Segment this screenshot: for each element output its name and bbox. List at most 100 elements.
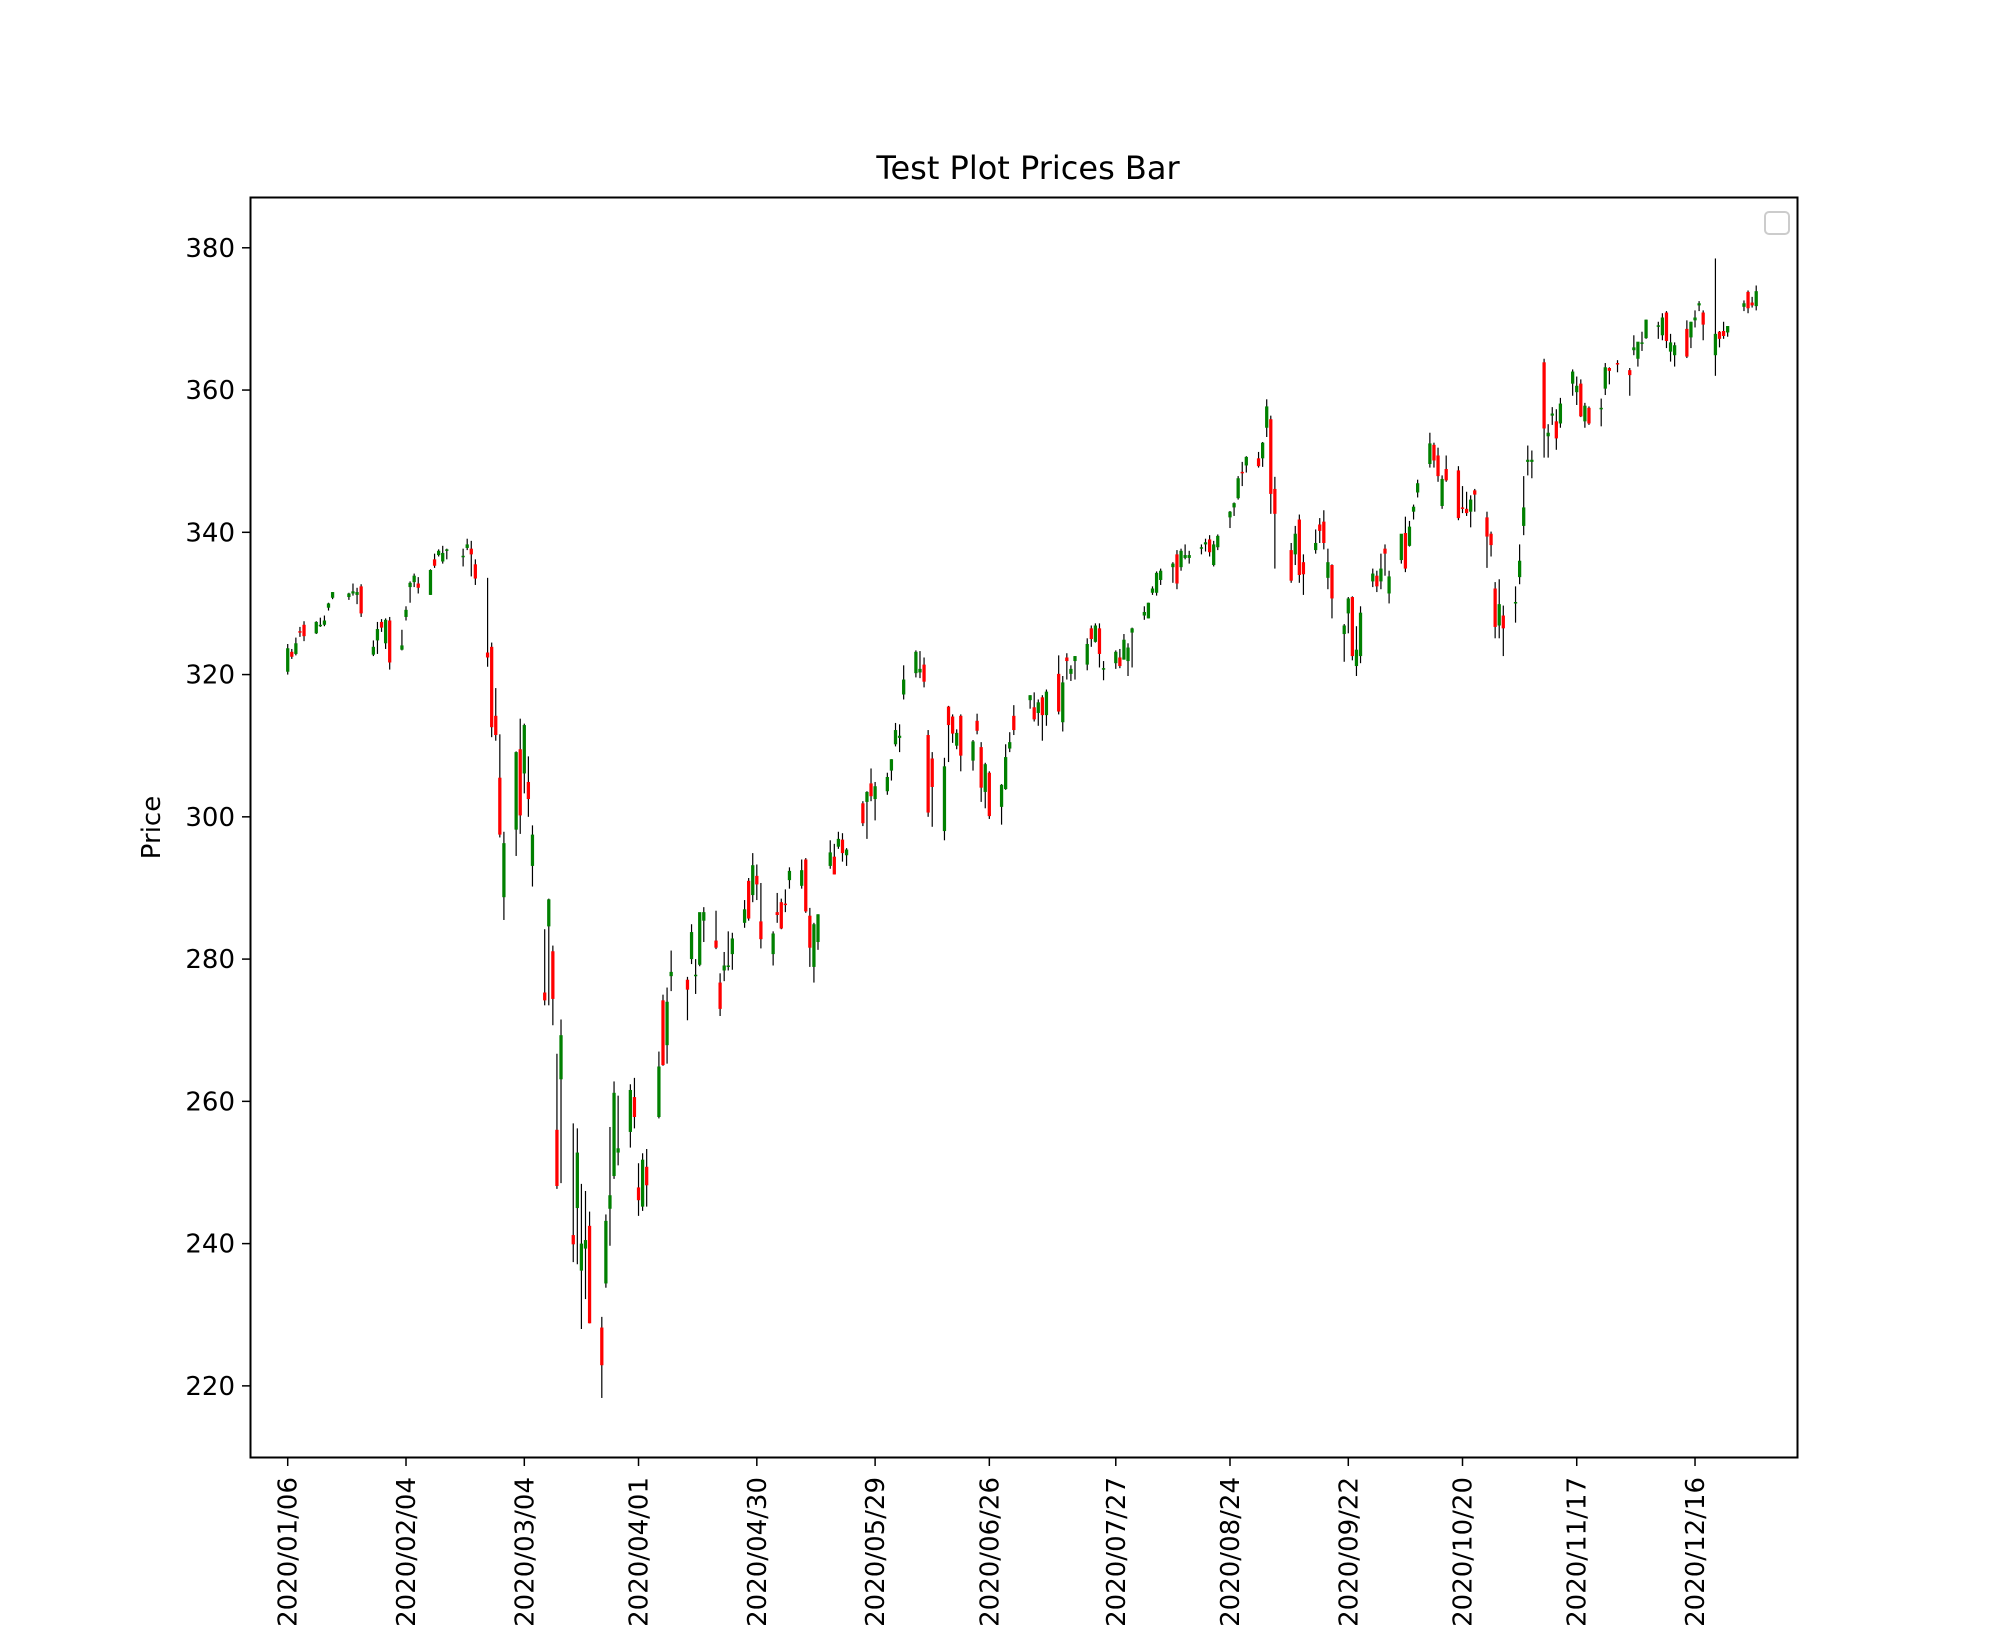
x-tick-label: 2020/04/30 <box>743 1477 773 1627</box>
candle <box>490 642 494 738</box>
candle <box>632 1077 637 1129</box>
candle-body <box>1754 291 1758 307</box>
candle <box>1150 586 1155 595</box>
candle-body <box>669 971 673 977</box>
candle-body <box>685 979 690 990</box>
candle-body <box>730 938 734 955</box>
candle <box>1672 342 1677 367</box>
candle-body <box>1322 521 1326 543</box>
candle <box>726 931 730 971</box>
candle <box>689 924 694 965</box>
candle <box>1701 310 1705 341</box>
candle <box>1628 368 1632 396</box>
candle <box>1416 479 1420 498</box>
candle <box>408 581 412 603</box>
candle <box>1542 358 1546 458</box>
candle <box>1240 461 1244 487</box>
candle-body <box>1346 598 1350 614</box>
candle <box>885 772 889 795</box>
candle-body <box>1469 499 1473 512</box>
candle <box>665 987 669 1064</box>
candle <box>1032 692 1036 722</box>
candle <box>1664 311 1669 349</box>
y-tick-label: 300 <box>185 803 235 833</box>
candle <box>1546 424 1550 458</box>
candle-body <box>1530 459 1534 462</box>
candle <box>1097 623 1102 668</box>
candle-body <box>930 758 934 787</box>
candle <box>873 781 877 821</box>
candle-body <box>1542 362 1546 429</box>
candle-body <box>1212 544 1216 566</box>
candle <box>1554 409 1558 450</box>
candle <box>502 831 506 920</box>
candle <box>865 791 869 839</box>
candle-body <box>1232 503 1236 508</box>
candle-body <box>518 749 522 816</box>
candle-body <box>718 982 722 1009</box>
candle-body <box>1154 572 1159 593</box>
candle-body <box>873 786 877 800</box>
candle-body <box>375 629 380 641</box>
candle-body <box>783 903 788 906</box>
candle-body <box>1416 483 1420 493</box>
candle <box>628 1084 632 1148</box>
candle-body <box>1130 628 1134 633</box>
candle-body <box>1057 673 1061 712</box>
candle <box>461 548 465 567</box>
candle-body <box>775 912 779 915</box>
candle-body <box>432 559 437 566</box>
candle-body <box>1371 573 1375 582</box>
candle-body <box>926 735 930 813</box>
candle-body <box>1159 570 1163 580</box>
candle <box>1301 554 1306 595</box>
candle-body <box>1607 368 1611 371</box>
candle <box>1199 544 1204 555</box>
candle-body <box>559 1035 563 1080</box>
candle-body <box>1040 697 1044 716</box>
candle <box>657 1051 661 1119</box>
candle <box>404 606 408 621</box>
candle-body <box>1685 328 1689 357</box>
candle <box>1118 648 1122 669</box>
x-tick-label: 2020/02/04 <box>392 1477 422 1627</box>
candle <box>543 929 547 1006</box>
candle <box>1440 475 1444 509</box>
candle <box>294 637 298 656</box>
legend-box <box>1764 211 1790 235</box>
candle <box>498 734 502 838</box>
candle <box>494 688 498 741</box>
candle <box>1260 441 1265 467</box>
candle <box>1444 455 1448 482</box>
candle <box>1057 655 1061 715</box>
candle-body <box>959 715 963 756</box>
plot-frame <box>249 196 1799 1459</box>
candle <box>832 843 836 875</box>
candle <box>1207 535 1212 557</box>
candle-body <box>1330 565 1334 599</box>
candle <box>1130 627 1134 668</box>
candle-body <box>1269 419 1273 494</box>
candle-body <box>347 593 351 598</box>
candle-body <box>955 732 959 746</box>
candle-body <box>1097 628 1102 654</box>
candle <box>889 759 894 781</box>
candle-body <box>657 1066 661 1117</box>
candle-body <box>922 664 926 682</box>
candle-body <box>942 766 947 832</box>
candle-body <box>661 1000 665 1066</box>
candle-body <box>1571 371 1575 384</box>
candle-body <box>1004 757 1008 790</box>
candle-body <box>1668 342 1673 352</box>
candle <box>1273 476 1277 569</box>
candle <box>1371 568 1375 588</box>
x-tick-label: 2020/12/16 <box>1681 1477 1711 1627</box>
candle <box>1387 570 1391 604</box>
candle-body <box>722 965 726 971</box>
candle <box>1754 285 1758 311</box>
candle-body <box>514 752 518 830</box>
candle <box>783 889 788 913</box>
candle <box>942 757 947 841</box>
candle <box>946 705 951 763</box>
candle-body <box>1301 562 1306 575</box>
